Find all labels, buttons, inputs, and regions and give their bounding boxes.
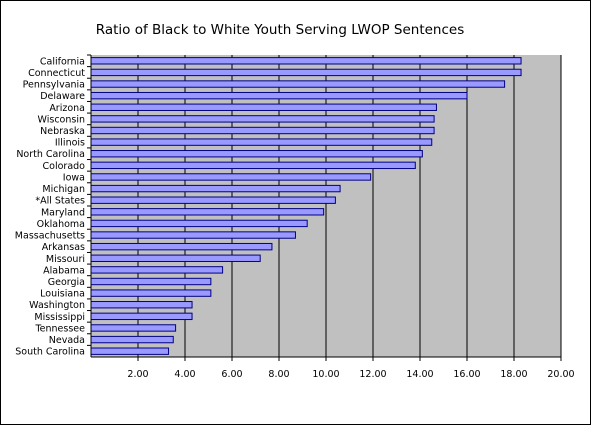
category-label: Nevada bbox=[49, 335, 85, 346]
category-label: Tennessee bbox=[34, 323, 85, 334]
bar bbox=[90, 301, 193, 309]
bar bbox=[90, 208, 325, 216]
bar bbox=[90, 242, 273, 251]
bar bbox=[90, 115, 435, 123]
category-label: Arkansas bbox=[42, 242, 85, 253]
bars bbox=[90, 57, 522, 355]
bar bbox=[90, 335, 174, 344]
bar bbox=[90, 254, 261, 262]
bar bbox=[90, 277, 212, 286]
category-label: Colorado bbox=[43, 161, 86, 172]
x-tick-label: 18.00 bbox=[500, 369, 527, 380]
category-label: California bbox=[40, 56, 85, 67]
bar bbox=[90, 347, 170, 355]
bar bbox=[90, 231, 296, 239]
category-label: *All States bbox=[35, 196, 85, 207]
category-labels: CaliforniaConnecticutPennsylvaniaDelawar… bbox=[15, 56, 85, 357]
bar bbox=[90, 324, 177, 332]
bar bbox=[90, 266, 224, 274]
bar bbox=[90, 103, 437, 111]
bar bbox=[90, 68, 522, 77]
category-label: Wisconsin bbox=[38, 114, 85, 125]
category-label: South Carolina bbox=[15, 347, 85, 358]
category-label: Washington bbox=[29, 300, 85, 311]
bar bbox=[90, 80, 506, 88]
x-tick-labels: 2.00 4.00 6.00 8.00 10.00 12.00 14.00 16.00 18.0… bbox=[127, 369, 574, 380]
bar bbox=[90, 219, 308, 228]
chart-title: Ratio of Black to White Youth Serving LW… bbox=[95, 22, 465, 38]
category-label: Iowa bbox=[63, 172, 85, 183]
bar bbox=[90, 173, 372, 181]
category-label: Illinois bbox=[55, 138, 85, 149]
bar bbox=[90, 312, 193, 321]
x-tick-label: 6.00 bbox=[221, 369, 242, 380]
bar bbox=[90, 184, 341, 193]
category-label: Missouri bbox=[46, 254, 85, 265]
category-label: Mississippi bbox=[34, 312, 85, 323]
category-label: Massachusetts bbox=[15, 231, 85, 242]
category-label: Nebraska bbox=[40, 126, 85, 137]
x-tick-label: 4.00 bbox=[174, 369, 195, 380]
bar bbox=[90, 150, 423, 158]
x-tick-label: 14.00 bbox=[406, 369, 433, 380]
bar bbox=[90, 138, 433, 146]
category-label: Connecticut bbox=[28, 68, 85, 79]
x-tick-label: 10.00 bbox=[312, 369, 339, 380]
bar bbox=[90, 91, 468, 100]
x-tick-label: 12.00 bbox=[359, 369, 386, 380]
bar bbox=[90, 196, 336, 204]
category-label: Delaware bbox=[40, 91, 85, 102]
category-label: North Carolina bbox=[16, 149, 85, 160]
x-tick-label: 8.00 bbox=[268, 369, 289, 380]
bar bbox=[90, 289, 212, 297]
category-label: Louisiana bbox=[40, 289, 85, 300]
category-label: Maryland bbox=[41, 207, 85, 218]
bar bbox=[90, 126, 435, 135]
category-label: Michigan bbox=[42, 184, 85, 195]
category-label: Georgia bbox=[48, 277, 85, 288]
category-label: Pennsylvania bbox=[23, 80, 85, 91]
x-tick-label: 20.00 bbox=[547, 369, 574, 380]
bar bbox=[90, 57, 522, 65]
x-tick-label: 2.00 bbox=[127, 369, 148, 380]
x-tick-label: 16.00 bbox=[453, 369, 480, 380]
category-label: Arizona bbox=[49, 103, 85, 114]
category-label: Alabama bbox=[43, 265, 85, 276]
bar bbox=[90, 161, 416, 170]
category-label: Oklahoma bbox=[37, 219, 85, 230]
